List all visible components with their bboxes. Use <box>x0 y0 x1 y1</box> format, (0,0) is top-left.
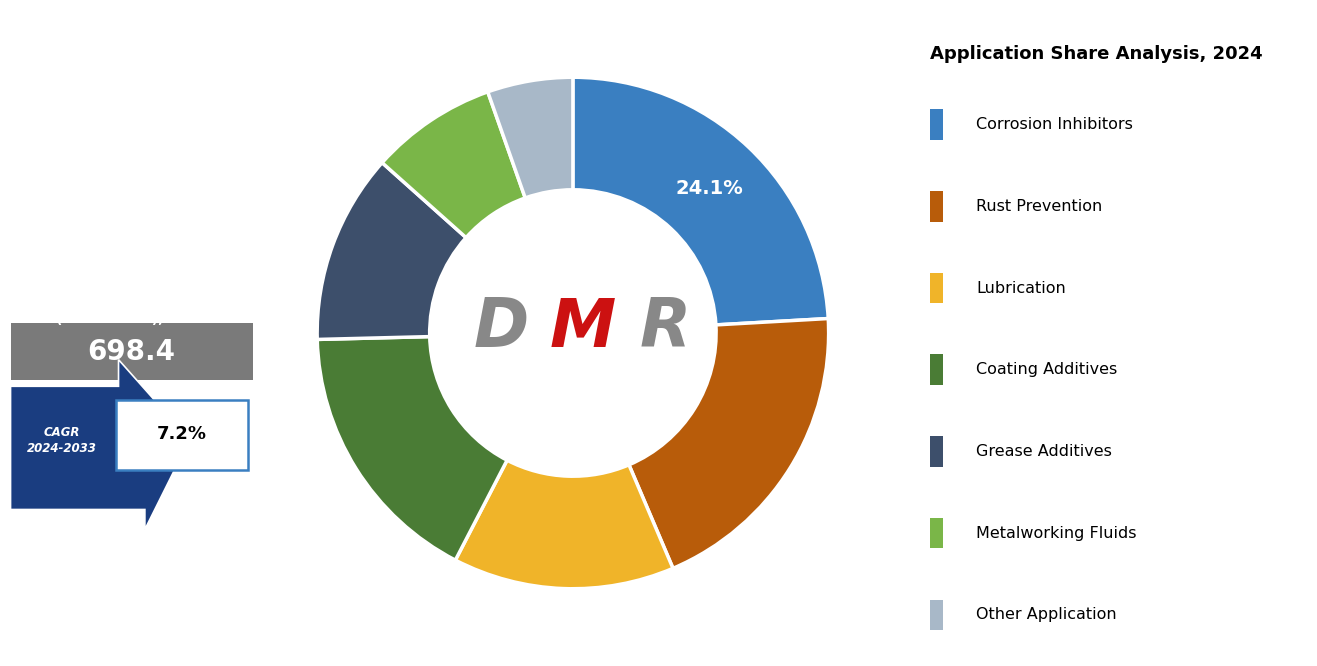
Text: 7.2%: 7.2% <box>157 425 207 444</box>
Bar <box>930 599 943 630</box>
Text: Metalworking Fluids: Metalworking Fluids <box>976 525 1137 541</box>
Text: 698.4: 698.4 <box>88 338 175 366</box>
Text: Grease Additives: Grease Additives <box>976 444 1112 459</box>
Text: R: R <box>639 295 690 361</box>
Text: 24.1%: 24.1% <box>676 179 743 198</box>
Polygon shape <box>11 360 190 529</box>
FancyBboxPatch shape <box>116 400 248 470</box>
Text: Application Share Analysis, 2024: Application Share Analysis, 2024 <box>930 45 1262 63</box>
FancyBboxPatch shape <box>11 323 253 380</box>
Text: Rust Prevention: Rust Prevention <box>976 199 1102 214</box>
Text: Global Barium
Petroleum Sulfonate
Market Size
(USD Million), 2024: Global Barium Petroleum Sulfonate Market… <box>51 254 212 326</box>
Wedge shape <box>573 77 828 325</box>
Bar <box>930 354 943 385</box>
Wedge shape <box>317 336 507 560</box>
Text: CAGR
2024-2033: CAGR 2024-2033 <box>26 426 97 456</box>
Wedge shape <box>382 92 525 238</box>
Wedge shape <box>487 77 573 198</box>
Text: M: M <box>551 295 616 361</box>
Bar <box>930 518 943 549</box>
Bar <box>930 436 943 467</box>
Text: Lubrication: Lubrication <box>976 280 1065 296</box>
Bar <box>930 109 943 140</box>
Text: Corrosion Inhibitors: Corrosion Inhibitors <box>976 117 1133 132</box>
Text: D: D <box>474 295 529 361</box>
Wedge shape <box>630 318 828 568</box>
Wedge shape <box>317 163 466 340</box>
Text: Dimension
Market
Research: Dimension Market Research <box>53 74 211 166</box>
Text: Coating Additives: Coating Additives <box>976 362 1118 377</box>
Wedge shape <box>456 460 673 589</box>
Text: Other Application: Other Application <box>976 607 1117 622</box>
Bar <box>930 191 943 222</box>
Bar <box>930 273 943 304</box>
